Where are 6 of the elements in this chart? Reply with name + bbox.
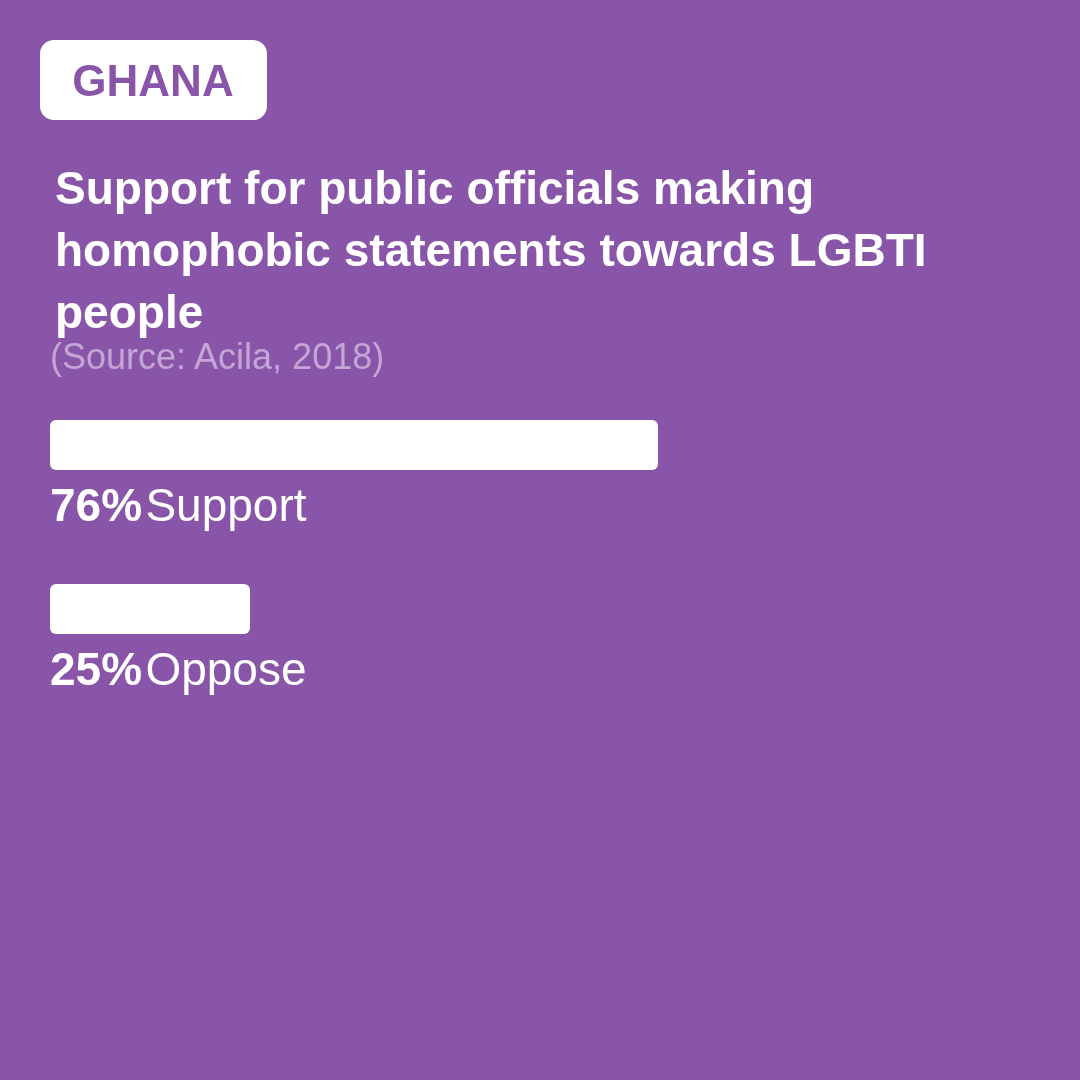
chart-title: Support for public officials making homophobic statements towards LGBTI people (55, 162, 940, 338)
text: GHANA (72, 55, 234, 105)
y-tick-label: Support (145, 479, 307, 531)
data-label: 25% (50, 643, 143, 695)
y-tick-label: Oppose (145, 643, 307, 695)
data-label: 76% (50, 479, 143, 531)
